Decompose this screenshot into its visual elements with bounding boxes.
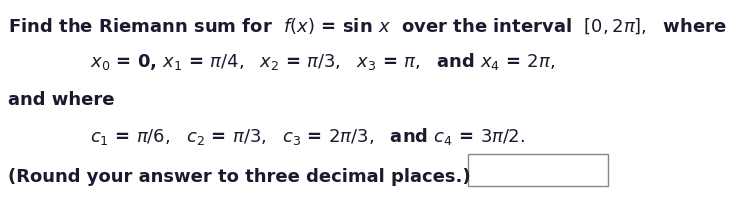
Text: Find the Riemann sum for  $\mathit{f}(\mathit{x})$ = sin $\mathit{x}$  over the : Find the Riemann sum for $\mathit{f}(\ma… — [8, 16, 726, 35]
Text: $\mathit{c}_1$ = $\pi/6,$  $\mathit{c}_2$ = $\pi/3,$  $\mathit{c}_3$ = $2\pi/3,$: $\mathit{c}_1$ = $\pi/6,$ $\mathit{c}_2$… — [90, 126, 525, 147]
Bar — [468, 154, 608, 186]
Text: $\mathit{x}_0$ = 0, $\mathit{x}_1$ = $\pi/4,$  $\mathit{x}_2$ = $\pi/3,$  $\math: $\mathit{x}_0$ = 0, $\mathit{x}_1$ = $\p… — [90, 51, 555, 72]
Text: and where: and where — [8, 91, 115, 109]
Text: (Round your answer to three decimal places.): (Round your answer to three decimal plac… — [8, 168, 471, 186]
